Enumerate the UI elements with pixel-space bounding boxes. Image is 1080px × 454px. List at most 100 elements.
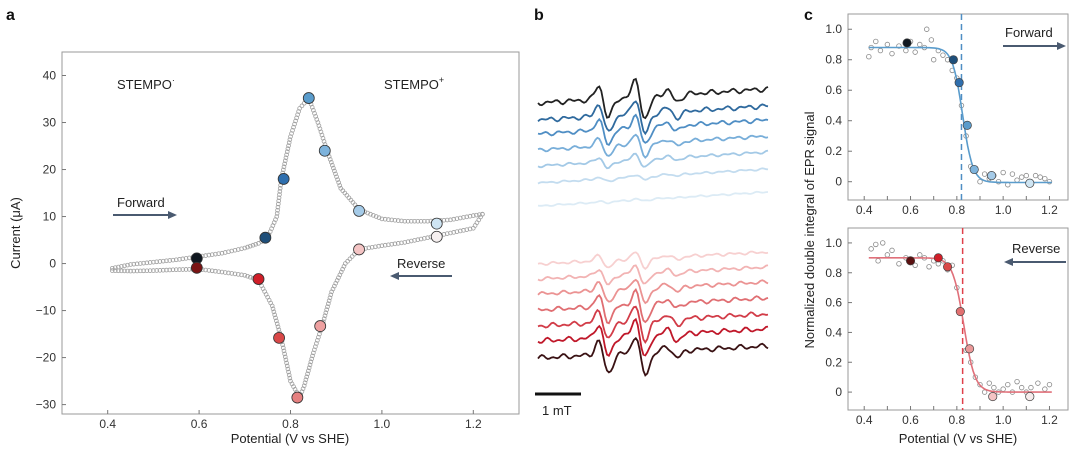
cv-forward-sample: [395, 218, 401, 223]
cv-forward-sample: [232, 247, 238, 253]
cv-forward-sample: [122, 263, 127, 269]
forward-integral-highlight-point: [948, 55, 958, 65]
cv-reverse-sample: [327, 295, 333, 301]
cv-forward-sample: [219, 250, 225, 256]
reverse-integral-x-tick-label: 0.4: [856, 413, 873, 427]
cv-reverse-sample: [345, 258, 350, 264]
cv-reverse-sample: [128, 268, 133, 274]
epr-spectrum-line: [537, 100, 769, 136]
cv-reverse-sample: [418, 236, 424, 242]
cv-forward-sample: [203, 253, 208, 258]
reverse-integral-data-point: [1014, 378, 1020, 385]
forward-integral-y-tick-label: 0.8: [825, 53, 842, 67]
cv-forward-sample: [392, 217, 398, 223]
panel-label-b: b: [534, 7, 544, 24]
cv-forward-sample: [277, 192, 282, 197]
cv-forward-sample: [285, 146, 291, 152]
reverse-integral-data-point: [926, 264, 932, 270]
cv-forward-sample: [275, 204, 281, 210]
integral-x-axis-label: Potential (V vs SHE): [899, 431, 1018, 446]
reverse-integral-y-tick-label: 0.8: [825, 266, 842, 280]
cv-forward-point: [353, 205, 365, 217]
cv-axis-ticks: 0.4 0.6 0.8 1.0 1.2 −30 −20 −10 0 10 20 30 40: [36, 69, 482, 431]
cv-reverse-sample: [270, 306, 276, 312]
cv-reverse-sample: [125, 268, 130, 274]
cv-forward-sample: [275, 207, 280, 213]
cv-forward-sample: [235, 247, 241, 252]
cv-reverse-sample: [281, 345, 286, 351]
cv-forward-sample: [277, 186, 283, 191]
cv-plot-frame: [61, 51, 520, 415]
forward-integral-data-point: [977, 179, 983, 185]
forward-integral-x-tick-label: 0.4: [856, 203, 873, 217]
cv-forward-sample: [276, 201, 281, 207]
epr-spectrum-line: [537, 250, 769, 270]
stempo-radical-label: STEMPO·: [117, 75, 175, 92]
cv-forward-sample: [119, 264, 124, 269]
cv-reverse-sample: [304, 374, 310, 380]
cv-reverse-sample: [306, 368, 311, 374]
cv-forward-sample: [297, 106, 302, 111]
forward-integral-data-point: [1023, 172, 1030, 179]
reverse-arrow-head: [390, 272, 399, 280]
cv-reverse-sample: [301, 383, 307, 389]
cv-forward-sample: [281, 167, 286, 173]
forward-integral-fit-curve: [868, 46, 1052, 184]
cv-forward-sample: [373, 214, 379, 219]
cv-reverse-sample: [180, 267, 186, 272]
cv-highlight-points: [190, 92, 443, 404]
reverse-integral-highlight-point: [965, 344, 975, 354]
cv-forward-sample: [206, 252, 212, 258]
cv-forward-sample: [327, 157, 333, 162]
cv-reverse-sample: [309, 356, 314, 362]
reverse-integral-x-tick-label: 1.2: [1041, 413, 1058, 427]
cv-reverse-sample: [216, 269, 221, 274]
cv-y-tick-label: 20: [43, 163, 57, 177]
cv-reverse-sample: [307, 362, 313, 368]
cv-forward-sample: [109, 265, 115, 271]
cv-reverse-sample: [131, 268, 137, 274]
reverse-integral-arrow-head: [1004, 258, 1013, 266]
cv-reverse-sample: [229, 271, 235, 276]
reverse-integral-x-tick-label: 0.6: [902, 413, 919, 427]
reverse-label: Reverse: [397, 256, 445, 271]
reverse-integral-data-point: [986, 380, 992, 386]
cv-forward-sample: [183, 256, 189, 261]
reverse-integral-data-point: [912, 262, 918, 268]
forward-arrow-head: [168, 211, 177, 219]
epr-spectrum-line: [537, 264, 769, 286]
cv-reverse-sample: [305, 371, 310, 377]
cv-forward-sample: [160, 258, 166, 264]
cv-forward-sample: [457, 215, 463, 221]
cv-y-tick-label: −20: [36, 351, 57, 365]
cv-reverse-sample: [464, 227, 470, 232]
cv-reverse-sample: [461, 228, 466, 233]
epr-spectrum-line: [537, 133, 769, 159]
cv-forward-sample: [386, 217, 391, 222]
cv-forward-sample: [213, 251, 218, 257]
integral-plots: 0.4 0.6 0.8 1.0 1.200.20.40.60.81.0 Forward …: [802, 13, 1069, 446]
cv-forward-sample: [147, 260, 153, 265]
cv-forward-sample: [331, 165, 336, 171]
cv-forward-sample: [287, 137, 293, 142]
cv-reverse-sample: [282, 351, 287, 357]
reverse-integral-data-point: [917, 252, 923, 258]
cv-reverse-sample: [134, 268, 140, 274]
cv-forward-sample: [467, 213, 473, 219]
reverse-integral-data-point: [868, 246, 874, 252]
cv-forward-sample: [376, 215, 382, 221]
forward-integral-highlight-point: [962, 120, 972, 130]
forward-integral-y-tick-label: 0.4: [825, 114, 842, 128]
reverse-integral-x-tick-label: 0.8: [948, 413, 965, 427]
forward-integral-y-tick-label: 0.6: [825, 83, 842, 97]
cv-forward-sample: [299, 103, 305, 109]
cv-reverse-sample: [247, 274, 253, 280]
cv-forward-sample: [253, 241, 259, 247]
cv-reverse-sample: [326, 298, 332, 304]
reverse-integral-data-point: [1005, 381, 1011, 388]
cv-reverse-sample: [183, 267, 189, 272]
epr-spectrum-line: [537, 167, 769, 185]
cv-reverse-sample: [213, 268, 218, 274]
forward-integral-arrow-head: [1057, 42, 1066, 50]
forward-integral-data-point: [903, 47, 909, 54]
